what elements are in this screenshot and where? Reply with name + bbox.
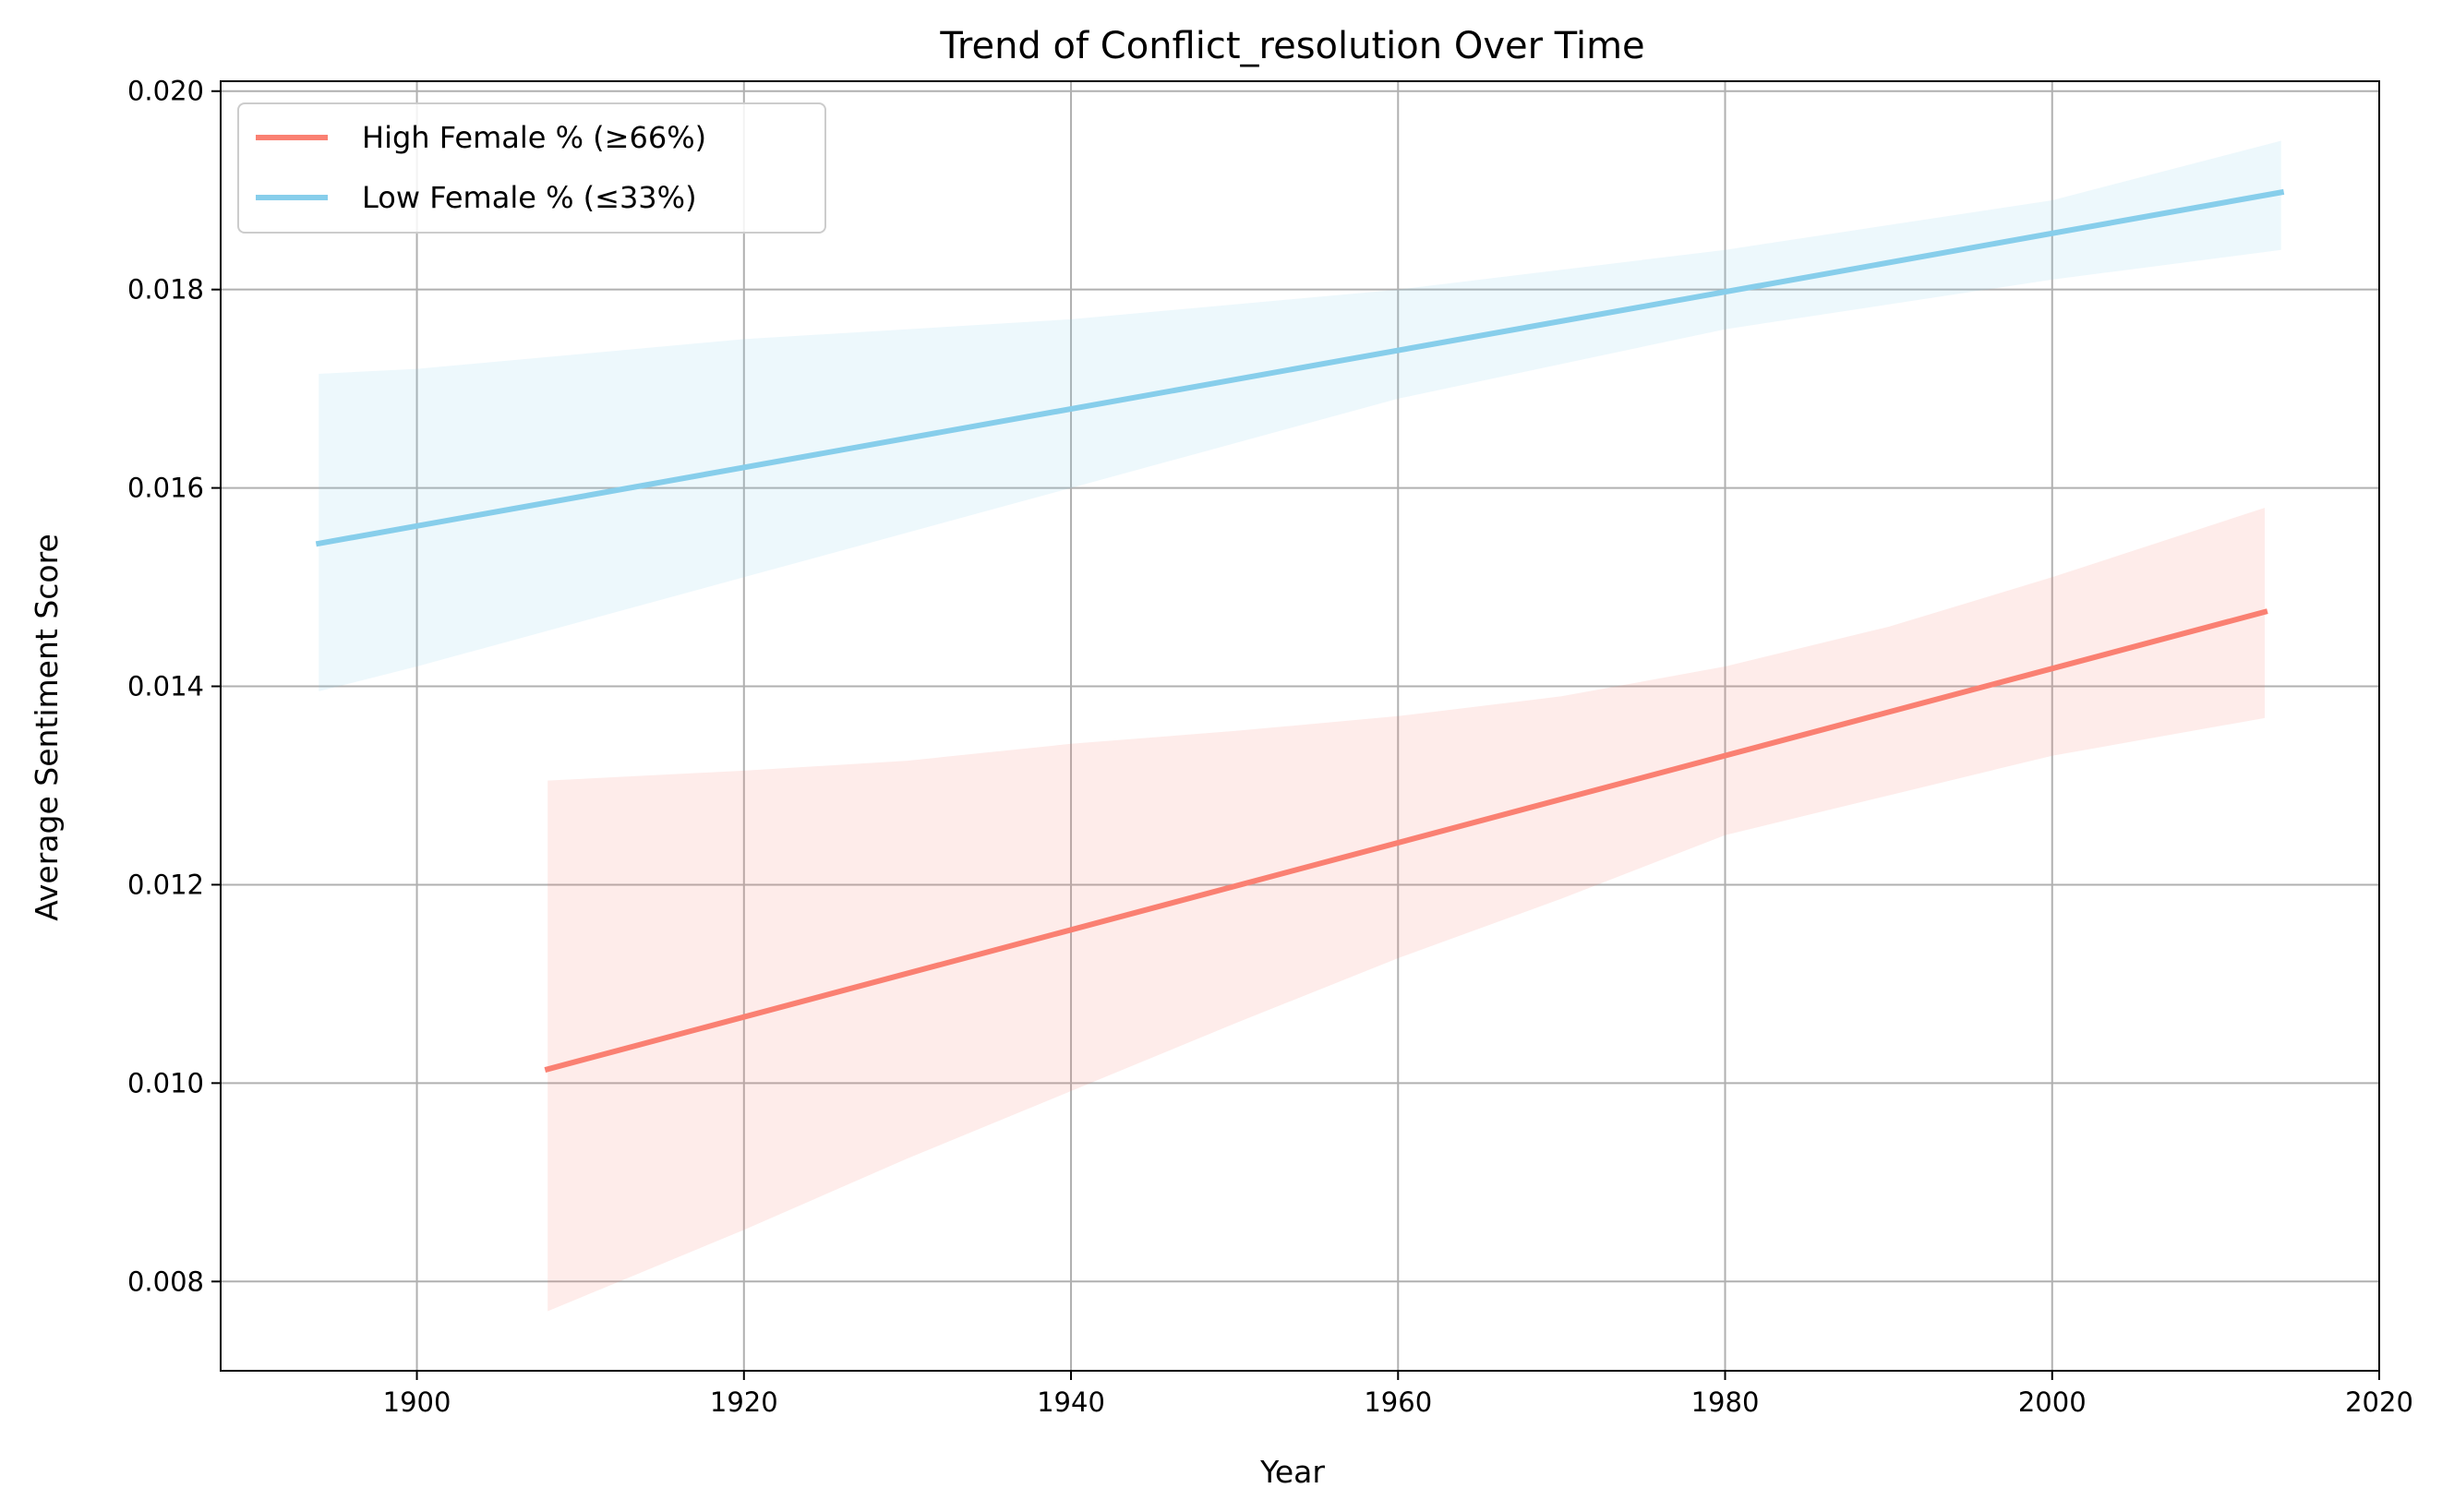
x-axis-label: Year	[1259, 1454, 1325, 1490]
grid	[221, 81, 2380, 1371]
legend-frame	[237, 102, 826, 234]
x-tick-label: 1940	[1037, 1386, 1105, 1418]
y-tick-label: 0.008	[127, 1266, 204, 1297]
x-tick-label: 2020	[2345, 1386, 2413, 1418]
x-tick-label: 1980	[1691, 1386, 1760, 1418]
series-line-high-female	[544, 608, 2268, 1073]
y-tick-label: 0.020	[127, 76, 204, 107]
x-tick-label: 1900	[383, 1386, 451, 1418]
y-tick-label: 0.018	[127, 274, 204, 306]
y-tick-label: 0.010	[127, 1067, 204, 1098]
x-tick-label: 1920	[710, 1386, 778, 1418]
x-tick-label: 1960	[1364, 1386, 1432, 1418]
legend-label-low-female: Low Female % (≤33%)	[362, 180, 697, 215]
y-tick-label: 0.016	[127, 473, 204, 504]
legend-label-high-female: High Female % (≥66%)	[362, 120, 706, 155]
chart-title: Trend of Conflict_resolution Over Time	[939, 25, 1644, 67]
y-tick-label: 0.014	[127, 671, 204, 702]
series-lines	[315, 188, 2285, 1073]
y-tick-label: 0.012	[127, 869, 204, 900]
axis-ticks: 1900 1920 1940 1960 1980 2000 2020 0.008 0.010 0.…	[127, 76, 2413, 1418]
plot-frame	[220, 80, 2380, 1372]
confidence-band-high-female	[547, 508, 2266, 1312]
y-axis-label: Average Sentiment Score	[29, 534, 65, 921]
x-tick-label: 2000	[2018, 1386, 2087, 1418]
series-line-low-female	[315, 188, 2285, 547]
legend: High Female % (≥66%) Low Female % (≤33%)	[237, 102, 826, 234]
